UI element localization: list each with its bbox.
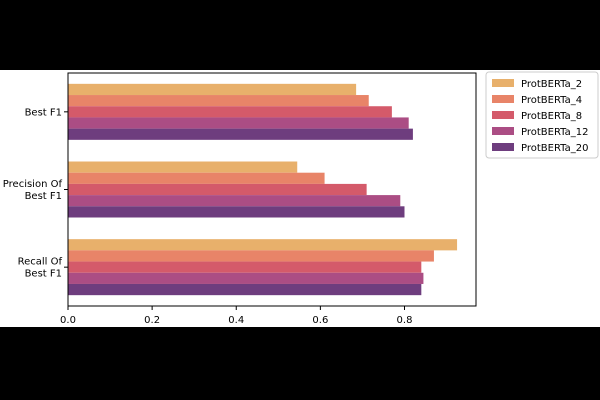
bar-protberta-8-cat-2: [68, 261, 422, 273]
y-tick-label: Precision Of Best F1: [3, 179, 63, 202]
bar-protberta-20-cat-1: [68, 206, 405, 218]
x-tick-label: 0.0: [60, 315, 76, 326]
y-tick-label: Recall Of Best F1: [18, 257, 63, 280]
x-axis: 0.0 0.2 0.4 0.6 0.8: [60, 306, 412, 326]
x-tick-label: 0.6: [312, 315, 328, 326]
x-tick-label: 0.8: [397, 315, 413, 326]
bar-protberta-12-cat-1: [68, 195, 401, 207]
bars-layer: [68, 83, 458, 296]
bar-protberta-8-cat-1: [68, 183, 367, 196]
bar-protberta-2-cat-2: [68, 239, 458, 251]
y-tick-label: Best F1: [25, 107, 62, 118]
bar-protberta-4-cat-1: [68, 172, 325, 184]
legend-swatch: [492, 79, 514, 87]
x-tick-label: 0.4: [228, 315, 244, 326]
legend-label: ProtBERTa_8: [521, 111, 582, 122]
legend-swatch: [492, 95, 514, 103]
bar-protberta-2-cat-1: [68, 161, 298, 173]
legend-swatch: [492, 127, 514, 135]
legend: ProtBERTa_2 ProtBERTa_4 ProtBERTa_8 ProtBER…: [485, 71, 599, 159]
bar-protberta-12-cat-0: [68, 117, 409, 129]
bar-protberta-4-cat-2: [68, 250, 434, 262]
chart-figure: Best F1 Precision Of Best F1 Recall Of Best …: [0, 70, 600, 327]
bar-protberta-20-cat-0: [68, 128, 413, 140]
bar-protberta-12-cat-2: [68, 272, 424, 284]
bar-protberta-20-cat-2: [68, 283, 422, 296]
legend-swatch: [492, 143, 514, 151]
legend-label: ProtBERTa_2: [521, 79, 582, 90]
x-tick-label: 0.2: [144, 315, 160, 326]
legend-label: ProtBERTa_4: [521, 95, 582, 106]
legend-label: ProtBERTa_20: [521, 143, 589, 154]
bar-protberta-8-cat-0: [68, 106, 392, 118]
bar-protberta-2-cat-0: [68, 83, 357, 96]
bar-protberta-4-cat-0: [68, 95, 369, 107]
legend-label: ProtBERTa_12: [521, 127, 589, 138]
legend-box: [485, 71, 599, 159]
bar-chart: Best F1 Precision Of Best F1 Recall Of Best …: [3, 71, 599, 326]
legend-swatch: [492, 111, 514, 119]
y-axis: Best F1 Precision Of Best F1 Recall Of Best …: [3, 107, 68, 280]
